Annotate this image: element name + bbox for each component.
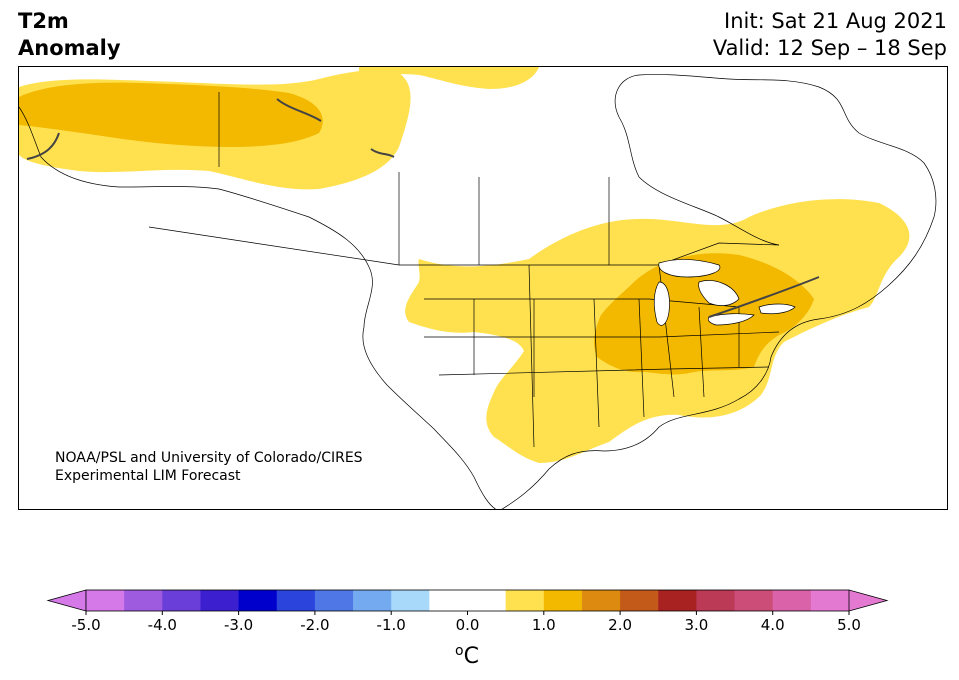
anomaly-2c-contour: [19, 82, 814, 375]
colorbar-tick-label: -3.0: [224, 616, 253, 634]
colorbar-canvas: -5.0 -4.0 -3.0 -2.0 -1.0 0.0 1.0 2.0 3.0 4.0 5.0 o…: [46, 589, 889, 669]
data-credit: NOAA/PSL and University of Colorado/CIRE…: [55, 449, 363, 485]
colorbar-tick-label: -4.0: [148, 616, 177, 634]
colorbar-swatch: [658, 590, 697, 611]
colorbar-swatch: [620, 590, 659, 611]
colorbar-swatch: [543, 590, 583, 611]
colorbar-swatch: [581, 590, 621, 611]
colorbar-swatches: [46, 589, 889, 612]
rivers: [26, 98, 820, 318]
colorbar-swatch: [124, 590, 163, 611]
anomaly-map: NOAA/PSL and University of Colorado/CIRE…: [18, 66, 948, 510]
map-canvas: [19, 67, 937, 509]
colorbar-tick-label: 3.0: [684, 616, 708, 634]
colorbar-unit-label: oC: [455, 643, 479, 669]
colorbar-tick-label: 2.0: [608, 616, 632, 634]
colorbar-swatch: [467, 590, 507, 611]
init-date: Init: Sat 21 Aug 2021: [724, 9, 947, 33]
colorbar-swatch: [86, 590, 125, 611]
colorbar-swatch: [696, 590, 736, 611]
colorbar-tick-label: 5.0: [837, 616, 861, 634]
unit-superscript: o: [455, 643, 464, 659]
colorbar-swatch: [238, 590, 278, 611]
colorbar-swatch: [429, 590, 468, 611]
title-line-2: Anomaly: [18, 36, 121, 60]
colorbar-swatch: [391, 590, 430, 611]
colorbar-swatch: [772, 590, 812, 611]
colorbar-swatch: [810, 590, 850, 611]
credit-line-2: Experimental LIM Forecast: [55, 468, 241, 484]
colorbar-swatch: [353, 590, 392, 611]
unit-symbol: C: [464, 644, 479, 669]
colorbar-extend-min: [46, 589, 87, 612]
colorbar-tick-label: -5.0: [71, 616, 100, 634]
colorbar-swatch: [505, 590, 545, 611]
colorbar-swatch: [200, 590, 240, 611]
credit-line-1: NOAA/PSL and University of Colorado/CIRE…: [55, 450, 363, 466]
great-lakes: [653, 259, 796, 326]
valid-date: Valid: 12 Sep – 18 Sep: [712, 36, 947, 60]
colorbar-swatch: [162, 590, 201, 611]
colorbar-tick-label: -1.0: [377, 616, 406, 634]
colorbar-swatch: [276, 590, 316, 611]
colorbar: -5.0 -4.0 -3.0 -2.0 -1.0 0.0 1.0 2.0 3.0 4.0 5.0 o…: [0, 585, 959, 675]
colorbar-tick-label: -2.0: [300, 616, 329, 634]
colorbar-extend-max: [848, 589, 889, 612]
title-line-1: T2m: [18, 9, 69, 33]
colorbar-swatch: [734, 590, 774, 611]
colorbar-swatch: [314, 590, 354, 611]
colorbar-ticks: -5.0 -4.0 -3.0 -2.0 -1.0 0.0 1.0 2.0 3.0 4.0 5.0: [71, 611, 861, 634]
forecast-dates: Init: Sat 21 Aug 2021 Valid: 12 Sep – 18…: [713, 8, 947, 62]
colorbar-tick-label: 1.0: [532, 616, 556, 634]
map-title: T2m Anomaly: [18, 8, 121, 62]
colorbar-tick-label: 4.0: [761, 616, 785, 634]
colorbar-tick-label: 0.0: [456, 616, 480, 634]
